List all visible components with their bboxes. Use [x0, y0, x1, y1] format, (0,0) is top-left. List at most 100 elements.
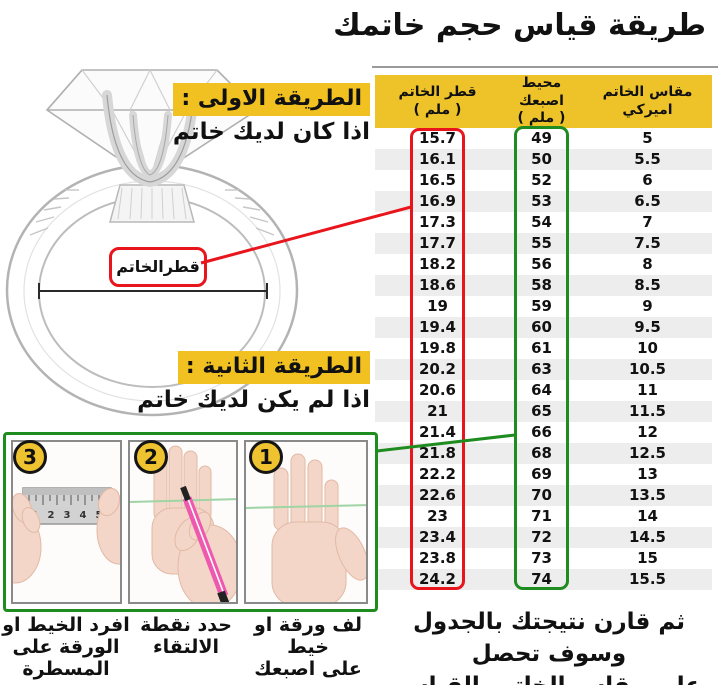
table-cell: 73 [531, 549, 552, 567]
step-2-caption: حدد نقطة الالتقاء [140, 614, 232, 659]
table-cell: 68 [531, 444, 552, 462]
table-cell: 14 [637, 507, 658, 525]
method-1-block: الطريقة الاولى : اذا كان لديك خاتم [173, 83, 370, 145]
table-cell: 15 [637, 549, 658, 567]
hand-icon [13, 487, 121, 584]
table-row: 22.2 69 13 [375, 464, 712, 485]
step-3-caption: افرد الخيط او الورقة على المسطرة [2, 614, 130, 681]
table-cell: 56 [531, 255, 552, 273]
header-us-size: مقاس الخاتم اميركي [602, 84, 693, 118]
table-cell: 17.3 [418, 213, 456, 231]
table-cell: 53 [531, 192, 552, 210]
table-cell: 13.5 [628, 486, 666, 504]
diameter-measure-line [38, 290, 268, 292]
pen-icon [180, 485, 230, 602]
setting-hatching [117, 187, 187, 220]
diameter-column-highlight [410, 128, 465, 590]
table-cell: 22.6 [418, 486, 456, 504]
ruler-number: 3 [64, 510, 71, 521]
table-cell: 20.2 [418, 360, 456, 378]
measure-tick-right [266, 283, 268, 299]
table-cell: 19 [427, 297, 448, 315]
table-row: 23.4 72 14.5 [375, 527, 712, 548]
table-cell: 5 [642, 129, 653, 147]
table-cell: 18.6 [418, 276, 456, 294]
table-row: 17.7 55 7.5 [375, 233, 712, 254]
step-1-badge: 1 [249, 440, 283, 474]
table-cell: 71 [531, 507, 552, 525]
table-row: 19 59 9 [375, 296, 712, 317]
wrap-thread-illustration [245, 453, 366, 602]
method-1-heading: الطريقة الاولى : [173, 83, 370, 116]
prongs-icon [102, 90, 199, 188]
hand-icon [271, 453, 366, 602]
table-cell: 5.5 [634, 150, 661, 168]
table-cell: 13 [637, 465, 658, 483]
circumference-column-highlight [514, 126, 569, 590]
table-cell: 23 [427, 507, 448, 525]
table-cell: 70 [531, 486, 552, 504]
size-table-body: 15.7 49 5 16.1 50 5.5 16.5 52 6 16.9 53 6.5 17.3 54 7 1… [375, 128, 712, 590]
step-2-badge: 2 [134, 440, 168, 474]
table-row: 18.6 58 8.5 [375, 275, 712, 296]
table-cell: 18.2 [418, 255, 456, 273]
table-cell: 21 [427, 402, 448, 420]
table-cell: 9 [642, 297, 653, 315]
title-divider [372, 66, 718, 68]
table-cell: 59 [531, 297, 552, 315]
table-cell: 11.5 [628, 402, 666, 420]
ruler-number: 2 [48, 510, 55, 521]
table-row: 19.8 61 10 [375, 338, 712, 359]
step-photo-2 [128, 440, 238, 604]
table-cell: 14.5 [628, 528, 666, 546]
table-cell: 16.5 [418, 171, 456, 189]
method-2-heading: الطريقة الثانية : [177, 351, 370, 384]
table-cell: 8 [642, 255, 653, 273]
table-cell: 12 [637, 423, 658, 441]
table-cell: 11 [637, 381, 658, 399]
ring-diameter-label: قطرالخاتم [109, 247, 207, 287]
table-cell: 49 [531, 129, 552, 147]
table-cell: 10 [637, 339, 658, 357]
table-cell: 55 [531, 234, 552, 252]
table-cell: 8.5 [634, 276, 661, 294]
table-cell: 6 [642, 171, 653, 189]
table-row: 23 71 14 [375, 506, 712, 527]
size-table-header: قطر الخاتم ( ملم ) محيط اصبعك ( ملم ) مق… [375, 75, 712, 128]
table-row: 18.2 56 8 [375, 254, 712, 275]
table-cell: 54 [531, 213, 552, 231]
table-row: 22.6 70 13.5 [375, 485, 712, 506]
table-cell: 65 [531, 402, 552, 420]
table-row: 23.8 73 15 [375, 548, 712, 569]
table-cell: 23.8 [418, 549, 456, 567]
step-photo-1 [243, 440, 368, 604]
table-row: 16.5 52 6 [375, 170, 712, 191]
thread-line [245, 504, 366, 509]
method-1-subheading: اذا كان لديك خاتم [172, 119, 370, 145]
page-title: طريقة قياس حجم خاتمك [333, 8, 707, 43]
table-cell: 58 [531, 276, 552, 294]
table-cell: 72 [531, 528, 552, 546]
table-row: 16.1 50 5.5 [375, 149, 712, 170]
header-circumference: محيط اصبعك ( ملم ) [517, 75, 566, 127]
table-cell: 61 [531, 339, 552, 357]
table-cell: 52 [531, 171, 552, 189]
step-1-caption: لف ورقة او خيط على اصبعك [253, 614, 363, 681]
footer-instruction: ثم قارن نتيجتك بالجدول وسوف تحصل على مقا… [397, 609, 702, 685]
step-photo-3: 1 2 3 4 5 [11, 440, 123, 604]
table-row: 17.3 54 7 [375, 212, 712, 233]
table-cell: 63 [531, 360, 552, 378]
table-cell: 15.7 [418, 129, 456, 147]
table-row: 16.9 53 6.5 [375, 191, 712, 212]
ruler-number: 4 [80, 510, 87, 521]
table-row: 19.4 60 9.5 [375, 317, 712, 338]
ruler-measure-illustration: 1 2 3 4 5 [13, 487, 121, 584]
table-cell: 7.5 [634, 234, 661, 252]
method-2-subheading: اذا لم يكن لديك خاتم [137, 387, 370, 413]
table-cell: 69 [531, 465, 552, 483]
header-diameter: قطر الخاتم ( ملم ) [398, 84, 477, 118]
table-cell: 19.4 [418, 318, 456, 336]
table-cell: 20.6 [418, 381, 456, 399]
table-row: 20.6 64 11 [375, 380, 712, 401]
